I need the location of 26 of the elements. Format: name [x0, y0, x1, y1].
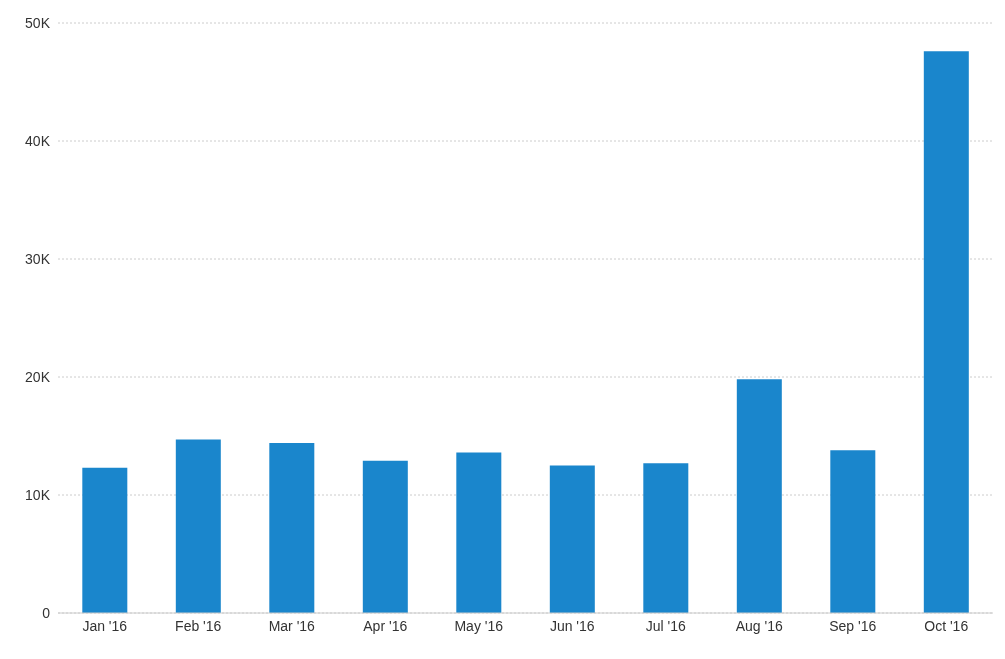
y-tick-label: 30K	[25, 250, 51, 267]
bar	[923, 51, 969, 613]
bar	[82, 467, 128, 613]
bar	[456, 452, 502, 613]
bar	[736, 379, 782, 613]
x-tick-label: Apr '16	[363, 617, 408, 634]
bar	[269, 443, 315, 613]
x-tick-label: Jan '16	[82, 617, 128, 634]
bar	[362, 460, 408, 613]
bar	[643, 463, 689, 613]
y-tick-label: 50K	[25, 14, 51, 31]
x-tick-label: Oct '16	[924, 617, 969, 634]
bar	[175, 439, 221, 613]
y-tick-label: 20K	[25, 368, 51, 385]
bar	[830, 450, 876, 613]
x-tick-label: Mar '16	[268, 617, 316, 634]
x-tick-label: Feb '16	[175, 617, 222, 634]
x-tick-label: Jul '16	[645, 617, 686, 634]
bar	[549, 465, 595, 613]
x-tick-label: May '16	[454, 617, 504, 634]
y-tick-label: 40K	[25, 132, 51, 149]
x-tick-label: Sep '16	[829, 617, 877, 634]
y-tick-label: 10K	[25, 486, 51, 503]
y-tick-label: 0	[42, 604, 51, 621]
x-tick-label: Jun '16	[549, 617, 595, 634]
x-tick-label: Aug '16	[735, 617, 783, 634]
